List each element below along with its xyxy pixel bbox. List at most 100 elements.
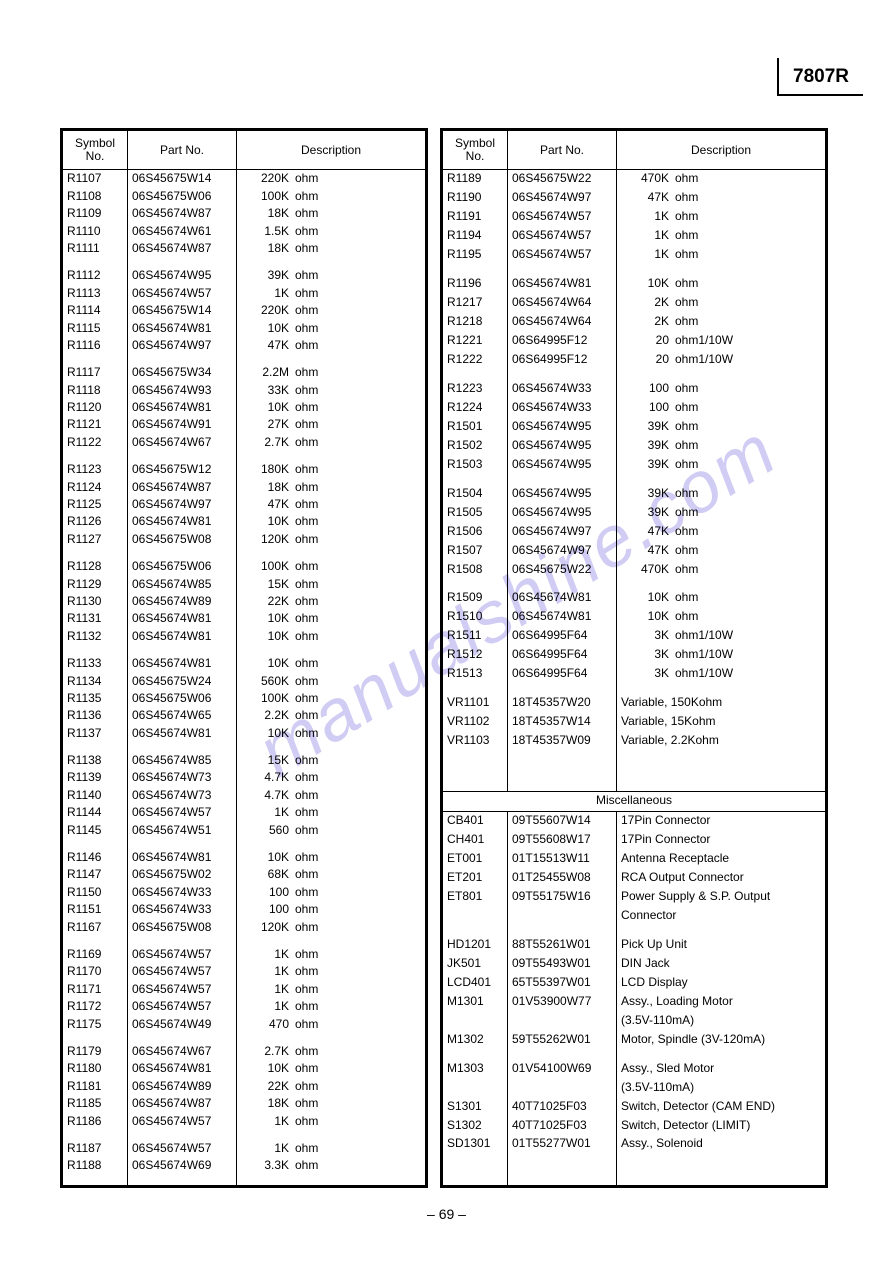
table-row: R111806S45674W9333Kohm [62,382,427,399]
symbol-cell: R1513 [442,665,508,684]
description-cell: 10Kohm [237,513,427,530]
table-row: R113006S45674W8922Kohm [62,593,427,610]
table-row: R116706S45675W08120Kohm [62,919,427,936]
table-row: R113806S45674W8515Kohm [62,752,427,769]
description-cell: 100ohm [617,380,827,399]
symbol-cell: R1131 [62,610,128,627]
description-cell: LCD Display [617,974,827,993]
symbol-cell: M1303 [442,1060,508,1079]
symbol-cell: S1302 [442,1117,508,1136]
symbol-cell: R1115 [62,320,128,337]
symbol-cell: R1167 [62,919,128,936]
table-row: R121706S45674W642Kohm [442,294,827,313]
part-cell: 06S45674W81 [128,655,237,672]
part-cell: 06S45674W57 [508,246,617,265]
header-description: Description [237,130,427,170]
description-cell: 18Kohm [237,205,427,222]
description-cell: 17Pin Connector [617,831,827,850]
symbol-cell: R1132 [62,628,128,645]
table-row: R117006S45674W571Kohm [62,963,427,980]
table-row: R113106S45674W8110Kohm [62,610,427,627]
symbol-cell: R1128 [62,558,128,575]
symbol-cell: R1169 [62,946,128,963]
part-cell: 06S45674W81 [128,1060,237,1077]
part-cell: 06S45675W14 [128,170,237,188]
part-cell: 06S45675W08 [128,531,237,548]
part-cell: 06S45674W67 [128,434,237,451]
gap-row [62,451,427,461]
part-cell: 06S45675W08 [128,919,237,936]
table-row: R112006S45674W8110Kohm [62,399,427,416]
description-cell: 39Kohm [237,267,427,284]
symbol-cell: ET201 [442,869,508,888]
description-cell: RCA Output Connector [617,869,827,888]
table-row: JK50109T55493W01DIN Jack [442,955,827,974]
description-cell: Assy., Sled Motor [617,1060,827,1079]
description-cell: Motor, Spindle (3V-120mA) [617,1031,827,1050]
part-cell [508,1079,617,1098]
symbol-cell: R1126 [62,513,128,530]
symbol-cell: R1502 [442,437,508,456]
table-row: R150506S45674W9539Kohm [442,504,827,523]
model-number: 7807R [777,58,863,96]
description-cell: 10Kohm [237,725,427,742]
description-cell: 10Kohm [237,1060,427,1077]
table-row: R113406S45675W24560Kohm [62,673,427,690]
symbol-cell: R1121 [62,416,128,433]
table-row: R118006S45674W8110Kohm [62,1060,427,1077]
table-row: VR110318T45357W09Variable, 2.2Kohm [442,732,827,751]
part-cell: 06S45674W67 [128,1043,237,1060]
part-cell: 06S45674W81 [128,399,237,416]
tables-container: SymbolNo. Part No. Description R110706S4… [60,128,828,1188]
right-parts-table: SymbolNo. Part No. Description R118906S4… [440,128,828,1188]
table-row: R112506S45674W9747Kohm [62,496,427,513]
table-row: R122106S64995F1220ohm1/10W [442,332,827,351]
table-row: R115106S45674W33100ohm [62,901,427,918]
symbol-cell: R1511 [442,627,508,646]
symbol-cell: R1118 [62,382,128,399]
part-cell: 06S45675W14 [128,302,237,319]
symbol-cell [442,1079,508,1098]
description-cell: 39Kohm [617,437,827,456]
description-cell: 3Kohm1/10W [617,665,827,684]
description-cell: Variable, 15Kohm [617,713,827,732]
gap-row [62,645,427,655]
symbol-cell: VR1101 [442,694,508,713]
table-row: R119406S45674W571Kohm [442,227,827,246]
table-row: R150206S45674W9539Kohm [442,437,827,456]
left-parts-table: SymbolNo. Part No. Description R110706S4… [60,128,428,1188]
symbol-cell: R1187 [62,1140,128,1157]
part-cell: 09T55493W01 [508,955,617,974]
table-row: R121806S45674W642Kohm [442,313,827,332]
table-row: CB40109T55607W1417Pin Connector [442,812,827,832]
part-cell: 06S45674W97 [128,337,237,354]
part-cell: 06S45674W97 [508,189,617,208]
part-cell: 06S45675W06 [128,188,237,205]
part-cell: 06S45675W22 [508,561,617,580]
table-row: R117906S45674W672.7Kohm [62,1043,427,1060]
symbol-cell: R1120 [62,399,128,416]
part-cell: 06S45674W97 [128,496,237,513]
description-cell: 18Kohm [237,479,427,496]
part-cell: 06S45675W24 [128,673,237,690]
description-cell: 10Kohm [617,608,827,627]
description-cell: Power Supply & S.P. Output [617,888,827,907]
part-cell: 06S45674W81 [128,320,237,337]
part-cell: 01V53900W77 [508,993,617,1012]
part-cell: 06S45675W12 [128,461,237,478]
description-cell: 22Kohm [237,1078,427,1095]
description-cell: 1Kohm [237,963,427,980]
table-row: R150806S45675W22470Kohm [442,561,827,580]
table-row: R151306S64995F643Kohm1/10W [442,665,827,684]
table-row: R113906S45674W734.7Kohm [62,769,427,786]
table-row: HD120188T55261W01Pick Up Unit [442,936,827,955]
table-row: S130240T71025F03Switch, Detector (LIMIT) [442,1117,827,1136]
gap-row [442,1050,827,1060]
table-row: R112906S45674W8515Kohm [62,576,427,593]
gap-row [62,936,427,946]
symbol-cell: R1224 [442,399,508,418]
gap-row [442,579,827,589]
description-cell: 560Kohm [237,673,427,690]
description-cell: 20ohm1/10W [617,332,827,351]
symbol-cell: R1127 [62,531,128,548]
